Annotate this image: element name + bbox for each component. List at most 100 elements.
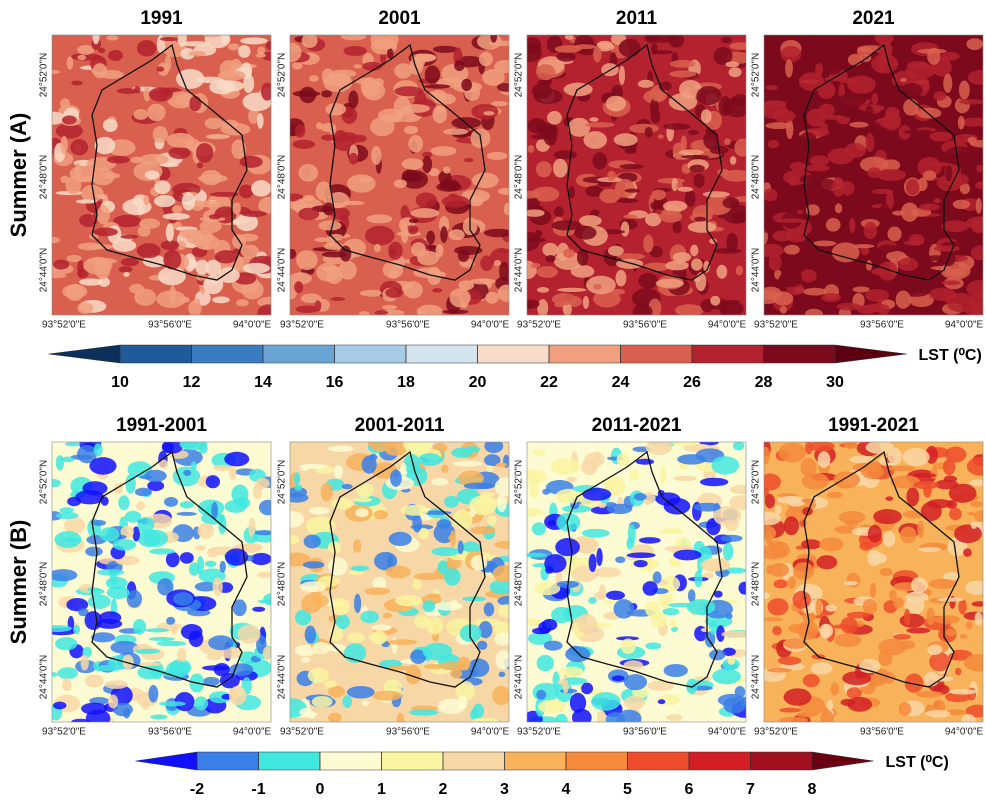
map-patch — [919, 203, 940, 210]
map-patch — [614, 133, 638, 146]
panel-title: 2011-2021 — [592, 415, 682, 436]
map-patch — [636, 459, 654, 465]
map-patch — [778, 443, 806, 463]
map-patch — [321, 90, 332, 97]
map-patch — [606, 591, 625, 600]
map-patch — [827, 492, 843, 499]
map-patch — [723, 697, 745, 713]
map-patch — [524, 209, 544, 216]
map-patch — [784, 516, 799, 535]
map-patch — [926, 608, 935, 625]
map-patch — [797, 210, 803, 214]
map-patch — [374, 244, 381, 252]
colorbar-tick-label: 8 — [808, 781, 817, 798]
map-patch — [778, 218, 806, 222]
map-patch — [166, 223, 174, 241]
map-patch — [453, 510, 473, 530]
map-patch — [781, 46, 802, 62]
map-patch — [688, 130, 699, 135]
map-patch — [189, 96, 201, 111]
map-patch — [415, 54, 425, 68]
map-patch — [334, 465, 343, 479]
map-patch — [821, 624, 830, 639]
map-patch — [425, 65, 440, 83]
colorbar-tick-label: 24 — [612, 374, 630, 391]
map-patch — [691, 258, 703, 270]
map-patch — [966, 621, 973, 629]
map-patch — [765, 122, 791, 129]
map-patch — [842, 671, 871, 685]
map-patch — [195, 545, 206, 550]
map-patch — [348, 571, 363, 576]
map-patch — [959, 99, 984, 104]
map-patch — [374, 310, 388, 315]
map-patch — [877, 169, 906, 181]
map-patch — [441, 465, 449, 474]
map-patch — [153, 126, 168, 143]
map-patch — [818, 451, 831, 468]
colorbar-segment — [549, 345, 621, 363]
map-patch — [941, 52, 960, 61]
map-patch — [301, 594, 322, 613]
lat-tick-label: 24°52'0"N — [277, 460, 288, 505]
map-patch — [963, 57, 969, 68]
map-patch — [216, 80, 244, 91]
lon-tick-label: 93°56'0"E — [148, 320, 192, 331]
map-patch — [761, 447, 770, 465]
map-patch — [716, 265, 727, 279]
map-patch — [809, 441, 835, 451]
map-patch — [89, 457, 116, 475]
map-patch — [470, 526, 495, 534]
map-patch — [551, 458, 581, 475]
map-patch — [121, 258, 139, 266]
map-patch — [298, 164, 318, 182]
map-patch — [772, 626, 781, 636]
map-patch — [650, 201, 662, 210]
row-label: Summer (A) — [6, 113, 31, 238]
map-patch — [946, 629, 957, 637]
map-patch — [864, 222, 877, 239]
map-patch — [724, 138, 731, 145]
map-patch — [847, 612, 870, 619]
map-patch — [374, 510, 388, 520]
lat-tick-label: 24°44'0"N — [514, 248, 525, 293]
colorbar-tick-label: 0 — [316, 781, 325, 798]
map-patch — [464, 482, 493, 489]
map-patch — [97, 205, 110, 224]
map-patch — [401, 223, 409, 243]
map-patch — [673, 221, 682, 233]
colorbar-tick-label: -2 — [190, 781, 204, 798]
map-patch — [583, 131, 607, 149]
map-patch — [954, 524, 982, 543]
map-patch — [309, 507, 330, 515]
map-patch — [150, 715, 167, 720]
map-patch — [331, 297, 346, 301]
map-patch — [198, 174, 228, 182]
lat-tick-label: 24°44'0"N — [39, 248, 50, 293]
map-patch — [351, 566, 370, 571]
map-patch — [629, 124, 659, 134]
map-patch — [839, 511, 866, 524]
map-patch — [763, 188, 777, 201]
map-patch — [134, 86, 140, 94]
map-patch — [443, 128, 469, 135]
map-patch — [662, 608, 679, 615]
map-patch — [734, 139, 751, 157]
map-patch — [178, 29, 187, 47]
map-patch — [295, 124, 305, 137]
map-patch — [257, 113, 264, 129]
map-patch — [299, 464, 328, 469]
map-patch — [205, 118, 224, 129]
map-patch — [354, 594, 361, 613]
map-patch — [471, 104, 498, 119]
map-patch — [903, 241, 923, 246]
map-patch — [792, 591, 811, 609]
panel-title: 1991-2021 — [828, 415, 919, 436]
map-patch — [918, 547, 941, 552]
map-patch — [81, 655, 89, 671]
map-patch — [619, 39, 641, 57]
map-patch — [793, 562, 814, 580]
map-patch — [607, 171, 616, 181]
map-patch — [147, 104, 166, 121]
map-patch — [472, 704, 484, 719]
